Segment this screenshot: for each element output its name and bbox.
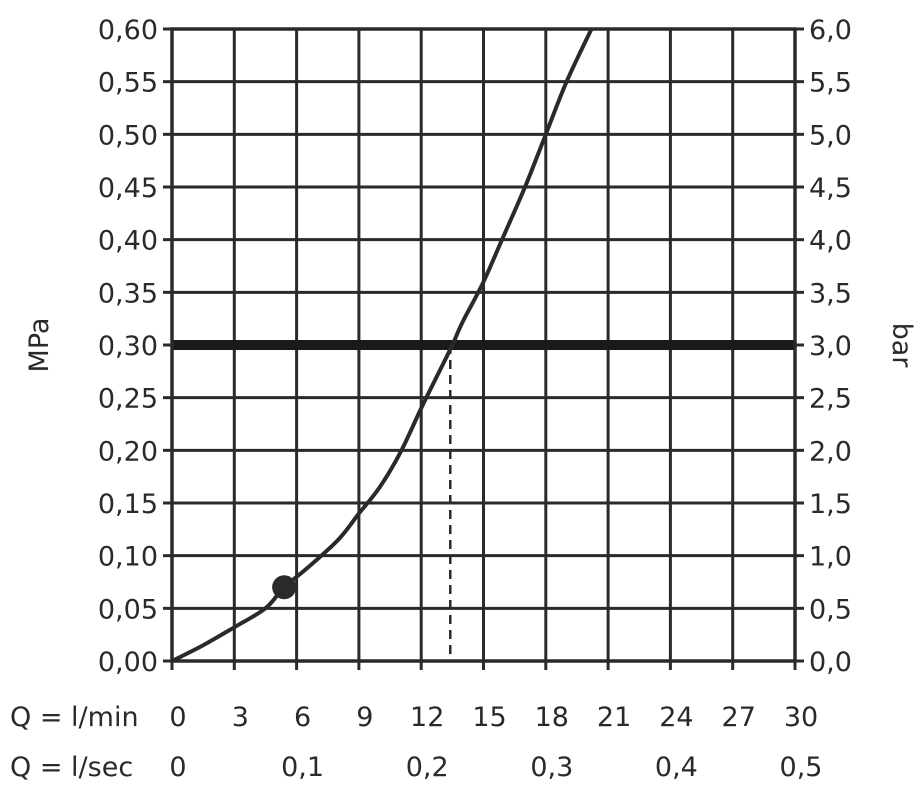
y-right-tick-label: 2,5 [809,384,852,415]
y-left-tick-label: 0,55 [98,68,158,99]
y-right-tick-label: 1,5 [809,489,852,520]
x-lmin-tick-label: 18 [535,702,569,733]
y-right-axis-title: bar [886,323,917,369]
y-left-tick-label: 0,05 [98,594,158,625]
x-lmin-tick-label: 15 [472,702,506,733]
y-right-tick-label: 3,5 [809,278,852,309]
x-lsec-tick-label: 0,1 [281,752,324,783]
series-layer [171,28,795,663]
x-lmin-tick-label: 27 [722,702,756,733]
y-left-tick-label: 0,60 [98,15,158,46]
data-point-marker [272,575,297,600]
x-lmin-tick-label: 3 [232,702,249,733]
y-left-tick-label: 0,10 [98,542,158,573]
y-right-tick-label: 0,0 [809,647,852,678]
y-right-tick-label: 6,0 [809,15,852,46]
x-lmin-tick-label: 0 [169,702,186,733]
x-lmin-tick-label: 6 [294,702,311,733]
x-lmin-axis-title: Q = l/min [10,702,139,733]
y-right-tick-label: 4,5 [809,173,852,204]
y-left-tick-label: 0,45 [98,173,158,204]
x-lsec-tick-label: 0,2 [406,752,449,783]
y-right-tick-label: 5,5 [809,68,852,99]
series-line [171,28,594,663]
tick-layer: 0,00 0,00,05 0,50,10 1,00,15 1,50,20 2,00,25 2… [98,15,852,783]
y-left-tick-label: 0,30 [98,331,158,362]
y-left-tick-label: 0,25 [98,384,158,415]
plot-frame [170,27,797,663]
y-right-tick-label: 5,0 [809,120,852,151]
y-left-tick-label: 0,15 [98,489,158,520]
y-left-axis-title: MPa [24,318,55,373]
x-lsec-tick-label: 0,3 [530,752,573,783]
y-left-tick-label: 0,40 [98,226,158,257]
y-right-tick-label: 0,5 [809,594,852,625]
y-left-tick-label: 0,50 [98,120,158,151]
y-right-tick-label: 4,0 [809,226,852,257]
x-lsec-tick-label: 0,4 [655,752,698,783]
y-left-tick-label: 0,00 [98,647,158,678]
x-lmin-tick-label: 30 [784,702,818,733]
x-lsec-axis-title: Q = l/sec [10,752,133,783]
x-lmin-tick-label: 24 [659,702,693,733]
x-lmin-tick-label: 12 [410,702,444,733]
x-lsec-tick-label: 0 [169,752,186,783]
y-right-tick-label: 3,0 [809,331,852,362]
y-right-tick-label: 1,0 [809,542,852,573]
y-left-tick-label: 0,35 [98,278,158,309]
x-lmin-tick-label: 9 [356,702,373,733]
y-left-tick-label: 0,20 [98,436,158,467]
y-right-tick-label: 2,0 [809,436,852,467]
x-lmin-tick-label: 21 [597,702,631,733]
x-lsec-tick-label: 0,5 [780,752,823,783]
